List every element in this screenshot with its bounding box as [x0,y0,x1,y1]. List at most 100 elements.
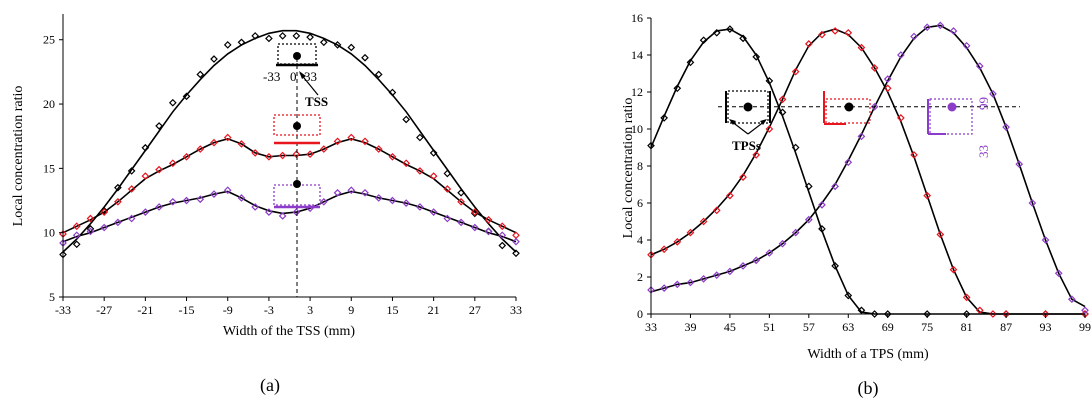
panel-a-series-2-point [251,203,260,211]
panel-b-series-2-point [897,51,905,59]
panel-b-ticks: 33 39 45 51 57 63 69 75 81 87 93 99 0 2 4 6 8 10 12 14 16 [631,11,1091,334]
tss-purple-dot [293,180,301,188]
panel-b-x-tick-label: 75 [921,320,933,334]
panel-b-x-axis-label: Width of a TPS (mm) [807,347,929,362]
panel-a-series-2-point [265,208,273,216]
panel-a-series-1-point [292,150,301,159]
panel-a-series-0-point [429,149,438,157]
panel-b-x-tick-label: 69 [882,320,894,334]
panel-b-series-1-point [712,206,721,215]
panel-b-series-2-point [791,228,800,237]
panel-a-label: (a) [260,375,280,396]
panel-a-series-2-point [114,218,122,227]
panel-b-series-2-point [844,158,853,167]
panel-a-series-0-point [72,240,81,249]
panel-a-plot-area [59,29,520,259]
panel-b-y-tick-label: 4 [637,233,643,247]
panel-a-series-1-point [237,140,246,148]
panel-b-series-0-point [739,34,747,43]
panel-b-series-1-point [923,191,932,200]
panel-b-series-2-point [1054,269,1063,278]
panel-a-x-tick-label: 15 [386,303,398,317]
panel-a-series-1-fit-line [62,137,517,234]
panel-a-series-0-point [155,122,163,130]
panel-a-series-1-point [484,215,493,224]
panel-a-series-2-point [100,223,109,232]
panel-a-series-0-point [223,41,232,49]
panel-b-series-2-point [712,271,721,279]
panel-a-series-0-point [292,32,301,40]
panel-a-series-1-point [127,185,136,193]
panel-a-series-1-point [210,138,218,147]
panel-b-series-2-point [673,280,682,289]
tps-arrow-left-head [729,119,736,125]
tps-purple-left-label: 33 [976,145,991,158]
panel-b-series-0-point [686,58,695,67]
panel-b-series-2-point [975,62,984,70]
panel-b-x-tick-label: 39 [684,320,696,334]
panel-a-series-2-point [416,203,424,211]
panel-b-series-0-point [699,36,708,45]
panel-a-series-2-point [361,188,369,197]
panel-b-series-0-point [831,262,839,270]
panel-a-series-1-point [306,150,314,159]
panel-a-series-2-point [319,197,328,206]
panel-a-series-0-point [498,241,507,250]
panel-a-series-1-point [155,165,163,174]
tss-left-tick-label: -33 [263,69,280,84]
panel-a-series-1-point [498,222,507,231]
panel-b-series-0-point [673,84,682,93]
panel-b-series-1-point [844,28,853,37]
panel-b-label: (b) [858,378,879,399]
panel-a-series-0-point [237,38,246,47]
panel-a-series-1-point [251,149,260,157]
panel-b-series-0-point [791,143,800,152]
panel-a-series-1-point [374,145,383,153]
panel-b-series-1-point [910,151,918,159]
panel-a-series-2-point [237,194,246,202]
panel-a-series-1-point [86,214,95,223]
panel-b-series-0-point [818,225,826,233]
panel-b-series-1-point [962,293,971,302]
panel-b: 33 39 45 51 57 63 69 75 81 87 93 99 0 2 4 6 8 10 12 14 16 Wi… [621,11,1091,399]
panel-b-x-tick-label: 93 [1040,320,1052,334]
panel-a-series-2-point [443,214,452,223]
tps-black-dot [743,102,753,112]
panel-a-x-tick-label: -21 [137,303,153,317]
panel-a-series-2-point [182,196,191,205]
panel-a-series-0-point [347,43,356,52]
panel-a-y-tick-label: 5 [49,290,55,304]
panel-b-series-2-point [739,262,747,270]
panel-a-y-axis-label: Local concentration ratio [11,86,26,227]
panel-b-series-2-point [962,41,971,50]
tps-purple-right-label: 99 [976,97,991,110]
panel-b-series-2-point [883,75,892,83]
panel-b-series-1-point [791,67,800,76]
panel-b-x-tick-label: 81 [961,320,973,334]
panel-b-series-0-fit-line [650,28,1085,315]
panel-b-series-1-point [660,245,669,254]
panel-a-series-0-point [251,32,260,40]
panel-b-series-2-point [831,182,839,191]
panel-b-series-1-point [936,230,945,239]
panel-a-series-0-point [265,34,273,43]
panel-b-series-0-point [660,114,669,122]
panel-b-x-tick-label: 63 [842,320,854,334]
panel-a-series-0-point [457,188,465,197]
panel-b-series-2-point [1002,123,1010,131]
panel-b-x-tick-label: 33 [645,320,657,334]
panel-b-series-1-point [831,27,839,35]
panel-b-series-1-point [804,40,813,48]
panel-a-series-0-point [361,53,369,62]
panel-a-series-1-point [319,145,328,153]
panel-b-series-1-point [726,191,734,200]
panel-a-series-1-point [182,152,191,161]
panel-a-series-1-point [100,208,109,216]
panel-b-series-2-point [1081,306,1089,315]
tss-right-tick-label: 33 [304,69,317,84]
panel-b-y-axis-label: Local concentration ratio [621,98,636,239]
panel-a-series-2-point [72,231,81,240]
